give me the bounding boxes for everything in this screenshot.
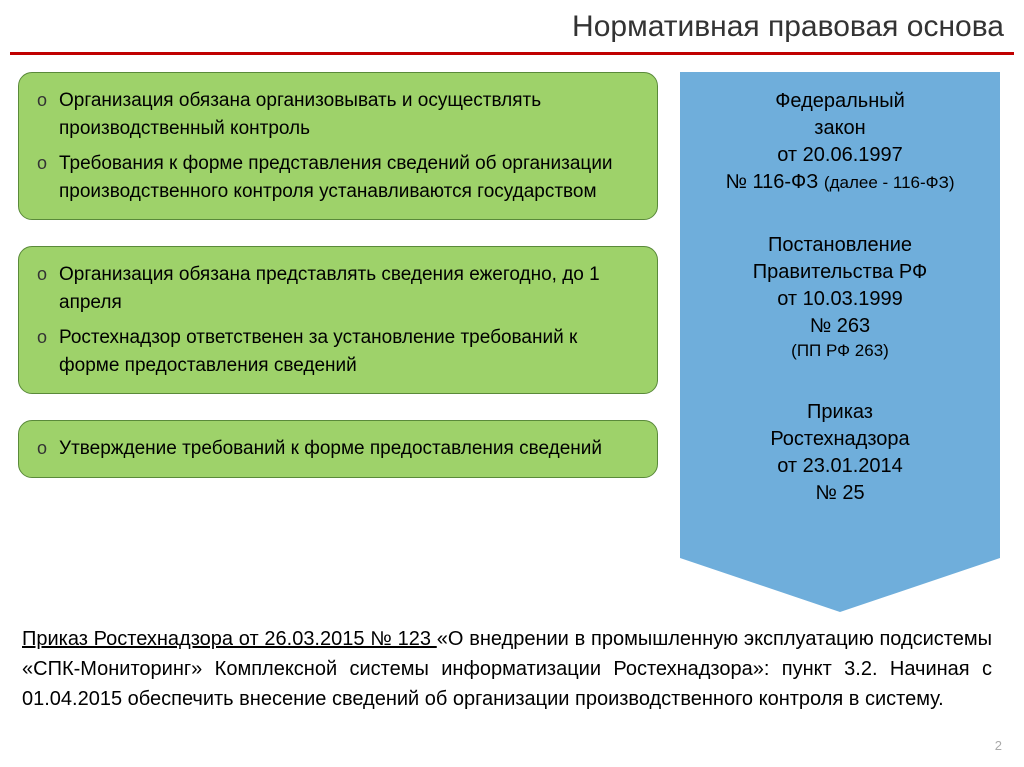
- arrow-text: Приказ: [698, 399, 982, 426]
- list-item: Организация обязана представлять сведени…: [29, 261, 641, 316]
- arrow-text: № 116-ФЗ (далее - 116-ФЗ): [698, 169, 982, 196]
- arrow-text: Федеральный: [698, 88, 982, 115]
- arrow-column: Федеральный закон от 20.06.1997 № 116-ФЗ…: [680, 72, 1000, 612]
- arrow-shape: Федеральный закон от 20.06.1997 № 116-ФЗ…: [680, 72, 1000, 612]
- arrow-text: от 10.03.1999: [698, 286, 982, 313]
- left-column: Организация обязана организовывать и осу…: [18, 72, 658, 504]
- page-number: 2: [995, 738, 1002, 753]
- list-item: Требования к форме представления сведени…: [29, 150, 641, 205]
- arrow-block-3: Приказ Ростехнадзора от 23.01.2014 № 25: [698, 399, 982, 507]
- green-box-1: Организация обязана организовывать и осу…: [18, 72, 658, 220]
- bottom-paragraph: Приказ Ростехнадзора от 26.03.2015 № 123…: [22, 624, 992, 714]
- arrow-block-2: Постановление Правительства РФ от 10.03.…: [698, 232, 982, 363]
- arrow-text: от 20.06.1997: [698, 142, 982, 169]
- arrow-text: Ростехнадзора: [698, 426, 982, 453]
- arrow-text: Правительства РФ: [698, 259, 982, 286]
- green-box-2: Организация обязана представлять сведени…: [18, 246, 658, 394]
- arrow-text: № 25: [698, 480, 982, 507]
- arrow-text: Постановление: [698, 232, 982, 259]
- arrow-text: № 263: [698, 313, 982, 340]
- page-title: Нормативная правовая основа: [572, 10, 1004, 44]
- arrow-text: закон: [698, 115, 982, 142]
- title-underline: [10, 52, 1014, 55]
- arrow-text: от 23.01.2014: [698, 453, 982, 480]
- arrow-block-1: Федеральный закон от 20.06.1997 № 116-ФЗ…: [698, 88, 982, 196]
- bottom-underlined: Приказ Ростехнадзора от 26.03.2015 № 123: [22, 628, 437, 650]
- green-box-3: Утверждение требований к форме предостав…: [18, 420, 658, 478]
- list-item: Утверждение требований к форме предостав…: [29, 435, 641, 463]
- list-item: Организация обязана организовывать и осу…: [29, 87, 641, 142]
- arrow-text: (ПП РФ 263): [698, 340, 982, 363]
- list-item: Ростехнадзор ответственен за установлени…: [29, 324, 641, 379]
